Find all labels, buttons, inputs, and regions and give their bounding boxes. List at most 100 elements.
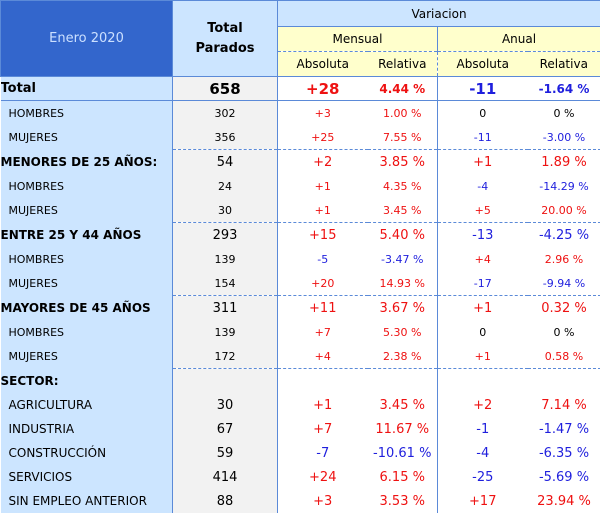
mensual-relativa: 3.45 % (368, 393, 438, 417)
anual-relativa: 23.94 % (528, 489, 600, 513)
mensual-relativa: 4.35 % (368, 174, 438, 198)
mensual-relativa: 3.85 % (368, 150, 438, 175)
mensual-absoluta: +4 (278, 344, 368, 369)
total-value (173, 369, 278, 394)
anual-relativa: 0.32 % (528, 296, 600, 321)
mensual-absoluta-header: Absoluta (278, 52, 368, 77)
row-label: SIN EMPLEO ANTERIOR (1, 489, 173, 513)
mensual-relativa: 5.30 % (368, 320, 438, 344)
mensual-absoluta: +2 (278, 150, 368, 175)
mensual-relativa: 3.53 % (368, 489, 438, 513)
row-label: MENORES DE 25 AÑOS: (1, 150, 173, 175)
anual-header: Anual (438, 27, 600, 52)
mensual-absoluta: +1 (278, 393, 368, 417)
anual-relativa: -1.64 % (528, 77, 600, 101)
total-value: 54 (173, 150, 278, 175)
anual-relativa: 20.00 % (528, 198, 600, 223)
anual-absoluta: +1 (438, 344, 528, 369)
mensual-absoluta: +7 (278, 320, 368, 344)
mensual-relativa: 4.44 % (368, 77, 438, 101)
row-label: INDUSTRIA (1, 417, 173, 441)
mensual-relativa: 5.40 % (368, 223, 438, 248)
anual-relativa-header: Relativa (528, 52, 600, 77)
anual-relativa: 0 % (528, 101, 600, 126)
mensual-absoluta: +15 (278, 223, 368, 248)
anual-relativa: -5.69 % (528, 465, 600, 489)
anual-absoluta: -11 (438, 77, 528, 101)
mensual-absoluta: +25 (278, 125, 368, 150)
anual-absoluta-header: Absoluta (438, 52, 528, 77)
row-label: MUJERES (1, 344, 173, 369)
row-label: MUJERES (1, 271, 173, 296)
mensual-header: Mensual (278, 27, 438, 52)
mensual-relativa-header: Relativa (368, 52, 438, 77)
anual-relativa: -4.25 % (528, 223, 600, 248)
total-value: 658 (173, 77, 278, 101)
anual-absoluta: -4 (438, 441, 528, 465)
mensual-absoluta: +3 (278, 489, 368, 513)
row-label: HOMBRES (1, 174, 173, 198)
period-header: Enero 2020 (1, 1, 173, 77)
anual-relativa: -9.94 % (528, 271, 600, 296)
row-label: Total (1, 77, 173, 101)
row-label: SERVICIOS (1, 465, 173, 489)
total-value: 88 (173, 489, 278, 513)
row-label: ENTRE 25 Y 44 AÑOS (1, 223, 173, 248)
total-value: 24 (173, 174, 278, 198)
anual-relativa: 1.89 % (528, 150, 600, 175)
row-label: MAYORES DE 45 AÑOS (1, 296, 173, 321)
total-value: 414 (173, 465, 278, 489)
total-value: 154 (173, 271, 278, 296)
row-label: SECTOR: (1, 369, 173, 394)
anual-relativa: 2.96 % (528, 247, 600, 271)
table-row: SECTOR: (1, 369, 600, 394)
mensual-absoluta: -5 (278, 247, 368, 271)
anual-absoluta: +1 (438, 150, 528, 175)
anual-relativa: -1.47 % (528, 417, 600, 441)
parados-label: Parados (195, 41, 254, 56)
anual-absoluta: +5 (438, 198, 528, 223)
anual-absoluta: 0 (438, 320, 528, 344)
anual-relativa: -3.00 % (528, 125, 600, 150)
anual-absoluta: -1 (438, 417, 528, 441)
row-label: HOMBRES (1, 101, 173, 126)
mensual-absoluta: +7 (278, 417, 368, 441)
mensual-absoluta: +24 (278, 465, 368, 489)
anual-relativa (528, 369, 600, 394)
anual-absoluta: +17 (438, 489, 528, 513)
row-label: HOMBRES (1, 247, 173, 271)
total-value: 67 (173, 417, 278, 441)
total-value: 139 (173, 247, 278, 271)
mensual-relativa: 6.15 % (368, 465, 438, 489)
mensual-absoluta: +1 (278, 198, 368, 223)
anual-absoluta: -25 (438, 465, 528, 489)
anual-absoluta: -13 (438, 223, 528, 248)
mensual-relativa: -3.47 % (368, 247, 438, 271)
row-label: MUJERES (1, 198, 173, 223)
total-value: 172 (173, 344, 278, 369)
total-value: 302 (173, 101, 278, 126)
anual-absoluta: -4 (438, 174, 528, 198)
anual-absoluta: +4 (438, 247, 528, 271)
anual-absoluta: -11 (438, 125, 528, 150)
mensual-relativa: -10.61 % (368, 441, 438, 465)
total-value: 356 (173, 125, 278, 150)
row-label: CONSTRUCCIÓN (1, 441, 173, 465)
total-value: 59 (173, 441, 278, 465)
mensual-relativa: 7.55 % (368, 125, 438, 150)
mensual-absoluta: +20 (278, 271, 368, 296)
mensual-absoluta (278, 369, 368, 394)
